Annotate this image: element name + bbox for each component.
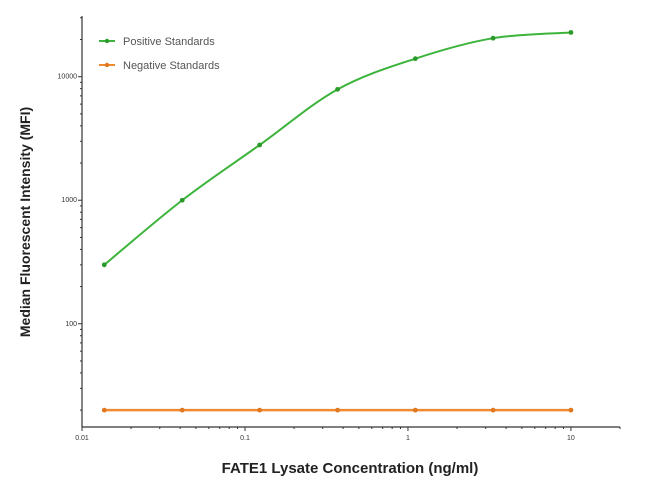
data-point-positive xyxy=(101,262,107,268)
data-point-negative xyxy=(568,407,574,413)
data-point-negative xyxy=(335,407,340,413)
x-axis-title: FATE1 Lysate Concentration (ng/ml) xyxy=(222,460,479,477)
legend-label-negative: Negative Standards xyxy=(123,60,220,72)
axes: 0.01 0.1 1 10 100 1000 10000 xyxy=(58,16,621,442)
y-axis-title: Median Fluorescent Intensity (MFI) xyxy=(17,107,33,337)
legend: Positive Standards Negative Standards xyxy=(99,36,220,72)
data-point-positive xyxy=(490,35,496,41)
x-tick-label: 0.1 xyxy=(240,435,250,442)
data-point-positive xyxy=(257,142,263,148)
series-layer xyxy=(101,30,574,413)
legend-marker-negative xyxy=(104,62,110,68)
data-point-positive xyxy=(179,197,185,203)
data-point-negative xyxy=(257,407,263,413)
y-tick-label: 1000 xyxy=(61,197,77,204)
legend-marker-positive xyxy=(104,38,110,44)
x-tick-label: 10 xyxy=(567,435,575,442)
y-tick-label: 100 xyxy=(65,321,77,328)
legend-label-positive: Positive Standards xyxy=(123,36,215,48)
data-point-negative xyxy=(412,407,418,413)
x-tick-label: 1 xyxy=(406,435,410,442)
data-point-negative xyxy=(490,407,496,413)
x-tick-label: 0.01 xyxy=(75,435,89,442)
data-point-negative xyxy=(179,407,185,413)
data-point-positive xyxy=(335,86,340,92)
data-point-positive xyxy=(412,56,418,62)
data-point-negative xyxy=(101,407,107,413)
y-tick-label: 10000 xyxy=(58,74,78,81)
data-point-positive xyxy=(568,30,574,35)
